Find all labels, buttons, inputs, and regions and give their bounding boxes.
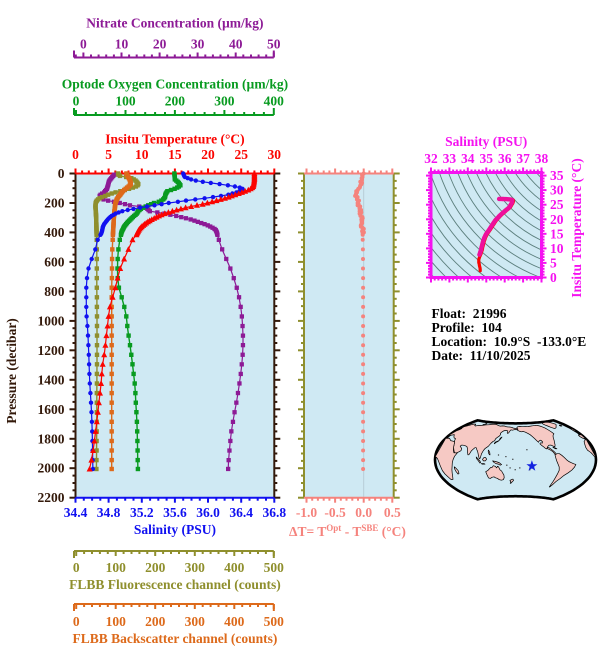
svg-text:300: 300 [185,614,206,629]
svg-text:25: 25 [550,197,564,212]
svg-text:100: 100 [106,560,127,575]
svg-text:25: 25 [234,147,248,162]
svg-text:15: 15 [550,226,564,241]
svg-text:Salinity (PSU): Salinity (PSU) [445,134,527,149]
svg-text:0: 0 [58,166,65,181]
svg-text:35.6: 35.6 [163,505,187,520]
svg-text:5: 5 [550,255,557,270]
svg-text:1400: 1400 [38,372,65,387]
svg-text:36.4: 36.4 [229,505,253,520]
svg-text:0: 0 [72,147,79,162]
svg-text:10: 10 [135,147,149,162]
svg-text:35: 35 [479,151,493,166]
svg-text:34.8: 34.8 [97,505,121,520]
svg-text:400: 400 [224,614,245,629]
svg-text:0: 0 [550,270,557,285]
svg-text:1800: 1800 [38,431,65,446]
svg-text:15: 15 [168,147,182,162]
svg-text:0.0: 0.0 [355,505,372,520]
svg-text:30: 30 [191,37,205,52]
svg-text:35: 35 [550,168,564,183]
svg-text:100: 100 [115,94,136,109]
svg-text:20: 20 [153,37,167,52]
svg-text:5: 5 [105,147,112,162]
svg-text:FLBB Fluorescence channel (cou: FLBB Fluorescence channel (counts) [69,577,281,592]
svg-text:600: 600 [44,254,65,269]
svg-text:38: 38 [535,151,549,166]
svg-text:Location: 10.9°S -133.0°E: Location: 10.9°S -133.0°E [432,334,587,349]
svg-text:Salinity (PSU): Salinity (PSU) [134,522,216,537]
svg-text:Profile: 104: Profile: 104 [432,320,502,335]
svg-text:34.4: 34.4 [64,505,88,520]
svg-text:20: 20 [550,212,564,227]
svg-text:500: 500 [264,560,285,575]
svg-text:1200: 1200 [38,343,65,358]
svg-text:30: 30 [550,183,564,198]
svg-text:0: 0 [73,614,80,629]
svg-text:Float: 21996: Float: 21996 [432,306,507,321]
svg-text:10: 10 [550,241,564,256]
svg-text:-0.5: -0.5 [324,505,346,520]
svg-text:36: 36 [498,151,512,166]
svg-text:500: 500 [264,614,285,629]
svg-text:35.2: 35.2 [130,505,154,520]
svg-text:400: 400 [44,225,65,240]
svg-text:800: 800 [44,284,65,299]
svg-text:200: 200 [145,560,166,575]
svg-text:34: 34 [461,151,475,166]
svg-text:10: 10 [115,37,129,52]
svg-text:0: 0 [73,94,80,109]
svg-text:400: 400 [224,560,245,575]
svg-text:Insitu Temperature (°C): Insitu Temperature (°C) [105,132,244,147]
svg-text:20: 20 [201,147,215,162]
svg-text:Nitrate Concentration (µm/kg): Nitrate Concentration (µm/kg) [86,16,263,31]
svg-text:2200: 2200 [38,490,65,505]
svg-text:40: 40 [229,37,243,52]
svg-text:0.5: 0.5 [384,505,401,520]
svg-text:1000: 1000 [38,313,65,328]
svg-text:50: 50 [267,37,281,52]
svg-text:200: 200 [44,196,65,211]
svg-text:Optode Oxygen Concentration (µ: Optode Oxygen Concentration (µm/kg) [62,77,288,92]
svg-text:-1.0: -1.0 [296,505,318,520]
svg-text:36.0: 36.0 [196,505,220,520]
svg-text:ΔT= TOpt - TSBE (°C): ΔT= TOpt - TSBE (°C) [289,523,406,539]
svg-text:0: 0 [73,560,80,575]
svg-text:30: 30 [268,147,282,162]
svg-text:2000: 2000 [38,461,65,476]
svg-text:32: 32 [424,151,438,166]
svg-text:37: 37 [516,151,530,166]
svg-text:300: 300 [214,94,235,109]
svg-text:200: 200 [145,614,166,629]
svg-text:36.8: 36.8 [262,505,286,520]
svg-text:33: 33 [443,151,457,166]
svg-text:FLBB Backscatter channel (coun: FLBB Backscatter channel (counts) [72,631,277,646]
svg-text:0: 0 [80,37,87,52]
svg-text:100: 100 [106,614,127,629]
svg-text:1600: 1600 [38,402,65,417]
svg-text:Date: 11/10/2025: Date: 11/10/2025 [432,348,531,363]
svg-text:300: 300 [185,560,206,575]
svg-text:Insitu Temperature (°C): Insitu Temperature (°C) [569,158,584,297]
svg-text:400: 400 [264,94,285,109]
svg-text:Pressure (decibar): Pressure (decibar) [4,318,19,424]
svg-text:200: 200 [165,94,186,109]
